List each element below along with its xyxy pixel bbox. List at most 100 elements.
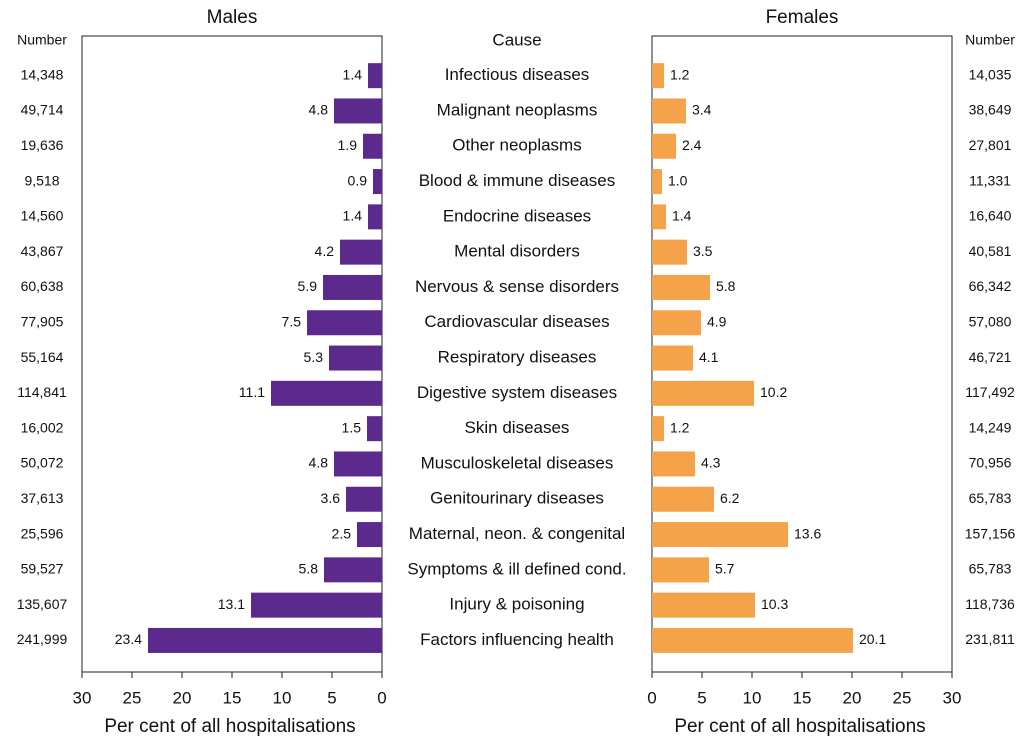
female-value-label: 3.4 xyxy=(692,102,712,118)
cause-label: Skin diseases xyxy=(465,418,570,437)
female-bar xyxy=(652,522,788,548)
male-value-label: 13.1 xyxy=(218,596,245,612)
male-number: 49,714 xyxy=(21,102,64,118)
female-bar xyxy=(652,204,666,230)
male-bar xyxy=(329,345,382,371)
cause-label: Injury & poisoning xyxy=(449,595,584,614)
number-header-right: Number xyxy=(965,32,1015,48)
male-value-label: 1.4 xyxy=(343,66,363,82)
male-value-label: 5.3 xyxy=(304,349,324,365)
male-number: 59,527 xyxy=(21,561,64,577)
male-number: 43,867 xyxy=(21,243,64,259)
male-value-label: 4.8 xyxy=(309,102,329,118)
female-bar xyxy=(652,133,676,159)
male-bar xyxy=(363,133,382,159)
female-number: 16,640 xyxy=(969,208,1012,224)
female-number: 117,492 xyxy=(965,384,1015,400)
female-value-label: 20.1 xyxy=(859,631,886,647)
female-value-label: 4.1 xyxy=(699,349,719,365)
cause-label: Other neoplasms xyxy=(452,136,581,155)
female-number: 65,783 xyxy=(969,561,1012,577)
male-number: 55,164 xyxy=(21,349,64,365)
female-number: 38,649 xyxy=(969,102,1012,118)
male-value-label: 7.5 xyxy=(282,313,302,329)
female-number: 40,581 xyxy=(969,243,1012,259)
male-number: 135,607 xyxy=(17,596,68,612)
cause-label: Malignant neoplasms xyxy=(437,100,598,119)
cause-label: Musculoskeletal diseases xyxy=(421,453,614,472)
female-value-label: 1.0 xyxy=(668,172,688,188)
cause-label: Mental disorders xyxy=(454,242,580,261)
males-x-tick-label: 15 xyxy=(223,688,242,707)
male-value-label: 1.4 xyxy=(343,208,363,224)
females-x-tick-label: 5 xyxy=(697,688,706,707)
female-number: 14,249 xyxy=(969,419,1012,435)
female-number: 118,736 xyxy=(965,596,1015,612)
cause-label: Genitourinary diseases xyxy=(430,489,604,508)
female-bar xyxy=(652,416,664,442)
male-value-label: 5.9 xyxy=(298,278,318,294)
female-bar xyxy=(652,451,695,477)
female-bar xyxy=(652,380,754,406)
male-number: 60,638 xyxy=(21,278,64,294)
male-number: 9,518 xyxy=(24,172,59,188)
male-bar xyxy=(357,522,382,548)
female-value-label: 2.4 xyxy=(682,137,702,153)
male-value-label: 4.2 xyxy=(315,243,335,259)
cause-label: Endocrine diseases xyxy=(443,206,591,225)
cause-label: Factors influencing health xyxy=(420,630,614,649)
female-value-label: 1.4 xyxy=(672,208,692,224)
female-value-label: 4.3 xyxy=(701,455,721,471)
female-number: 157,156 xyxy=(965,525,1016,541)
male-bar xyxy=(271,380,382,406)
female-value-label: 13.6 xyxy=(794,525,821,541)
male-number: 50,072 xyxy=(21,455,64,471)
female-bar xyxy=(652,274,710,300)
females-title: Females xyxy=(766,7,839,28)
male-value-label: 11.1 xyxy=(239,384,265,400)
female-bar xyxy=(652,345,693,371)
female-bar xyxy=(652,239,687,265)
female-bar xyxy=(652,627,853,653)
female-value-label: 4.9 xyxy=(707,313,727,329)
male-bar xyxy=(334,98,382,124)
female-number: 14,035 xyxy=(969,66,1012,82)
females-x-tick-label: 10 xyxy=(743,688,762,707)
cause-label: Maternal, neon. & congenital xyxy=(409,524,625,543)
male-number: 37,613 xyxy=(21,490,64,506)
male-bar xyxy=(251,592,382,618)
male-bar xyxy=(367,416,382,442)
male-number: 241,999 xyxy=(17,631,68,647)
male-value-label: 23.4 xyxy=(115,631,142,647)
males-title: Males xyxy=(207,7,258,28)
males-x-tick-label: 10 xyxy=(273,688,292,707)
males-x-tick-label: 0 xyxy=(377,688,386,707)
cause-label: Symptoms & ill defined cond. xyxy=(407,559,626,578)
female-value-label: 6.2 xyxy=(720,490,740,506)
male-number: 77,905 xyxy=(21,313,64,329)
males-x-tick-label: 30 xyxy=(73,688,92,707)
females-x-tick-label: 20 xyxy=(843,688,862,707)
cause-label: Digestive system diseases xyxy=(417,383,617,402)
female-value-label: 10.3 xyxy=(761,596,788,612)
male-bar xyxy=(373,169,382,195)
male-bar xyxy=(324,557,382,583)
male-number: 114,841 xyxy=(17,384,67,400)
female-value-label: 5.7 xyxy=(715,561,735,577)
female-bar xyxy=(652,63,664,89)
female-number: 46,721 xyxy=(969,349,1012,365)
female-bar xyxy=(652,592,755,618)
female-number: 70,956 xyxy=(969,455,1012,471)
male-bar xyxy=(346,486,382,512)
male-number: 14,560 xyxy=(21,208,64,224)
male-value-label: 1.5 xyxy=(342,419,362,435)
male-number: 19,636 xyxy=(21,137,64,153)
female-number: 66,342 xyxy=(969,278,1012,294)
male-bar xyxy=(368,63,382,89)
female-bar xyxy=(652,98,686,124)
male-bar xyxy=(340,239,382,265)
females-x-tick-label: 0 xyxy=(647,688,656,707)
male-value-label: 0.9 xyxy=(348,172,368,188)
male-bar xyxy=(148,627,382,653)
